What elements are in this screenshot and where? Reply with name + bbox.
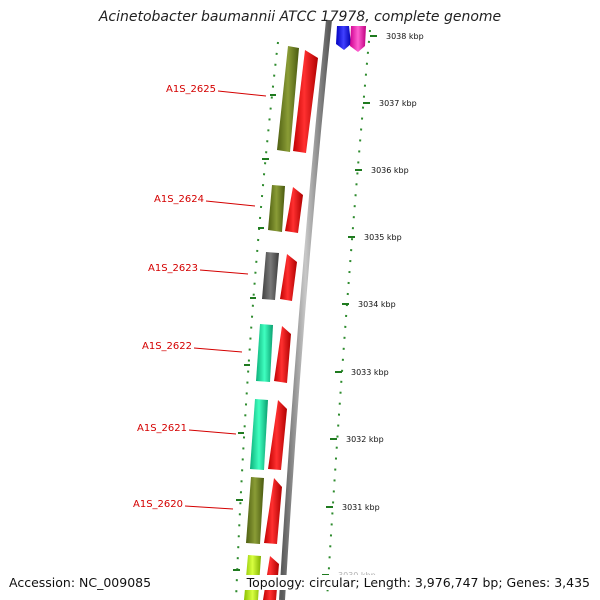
- gene-arrow-2625: [293, 50, 318, 153]
- gene-arrow-2624: [285, 187, 303, 233]
- tick-marks: 3038 kbp 3037 kbp 3036 kbp 3035 kbp 3034 kbp…: [322, 32, 424, 580]
- gene-arrow-2620: [264, 478, 282, 544]
- tick-label: 3036 kbp: [371, 166, 409, 175]
- gene-labels: A1S_2625 A1S_2624 A1S_2623 A1S_2622 A1S_2621…: [133, 84, 267, 510]
- gene-label[interactable]: A1S_2620: [133, 499, 183, 510]
- map-title: Acinetobacter baumannii ATCC 17978, comp…: [98, 9, 502, 25]
- gene-arrow-2623: [280, 254, 297, 301]
- gene-arrow-2622: [274, 326, 291, 383]
- magenta-feature: [350, 26, 366, 52]
- blue-feature: [336, 26, 351, 50]
- gene-block-2620: [246, 477, 264, 544]
- gc-outer-arc: [326, 29, 371, 600]
- gene-leader-line: [193, 347, 243, 353]
- gene-leader-line: [188, 429, 237, 435]
- gene-block-2624: [268, 185, 285, 232]
- tick-label: 3035 kbp: [364, 233, 402, 242]
- gene-label[interactable]: A1S_2625: [166, 84, 216, 95]
- gene-label[interactable]: A1S_2621: [137, 423, 187, 434]
- summary-text: Topology: circular; Length: 3,976,747 bp…: [243, 575, 590, 590]
- tick-label: 3038 kbp: [386, 32, 424, 41]
- tick-label: 3037 kbp: [379, 99, 417, 108]
- gene-block-2621: [250, 399, 268, 470]
- gene-label[interactable]: A1S_2622: [142, 341, 192, 352]
- tick-label: 3034 kbp: [358, 300, 396, 309]
- gene-block-2625: [277, 46, 299, 152]
- tick-label: 3032 kbp: [346, 435, 384, 444]
- genome-backbone: [279, 19, 332, 600]
- gene-arrow-2621: [268, 400, 287, 470]
- gene-leader-line: [205, 200, 256, 207]
- inner-dashes: [233, 94, 276, 571]
- tick-label: 3033 kbp: [351, 368, 389, 377]
- gene-leader-line: [199, 269, 249, 275]
- accession-text: Accession: NC_009085: [9, 575, 152, 590]
- gene-leader-line: [184, 505, 234, 510]
- gene-label[interactable]: A1S_2623: [148, 263, 198, 274]
- gene-block-2622: [256, 324, 273, 382]
- gene-label[interactable]: A1S_2624: [154, 194, 204, 205]
- gene-leader-line: [217, 90, 267, 97]
- tick-label: 3031 kbp: [342, 503, 380, 512]
- gene-block-2623: [262, 252, 279, 300]
